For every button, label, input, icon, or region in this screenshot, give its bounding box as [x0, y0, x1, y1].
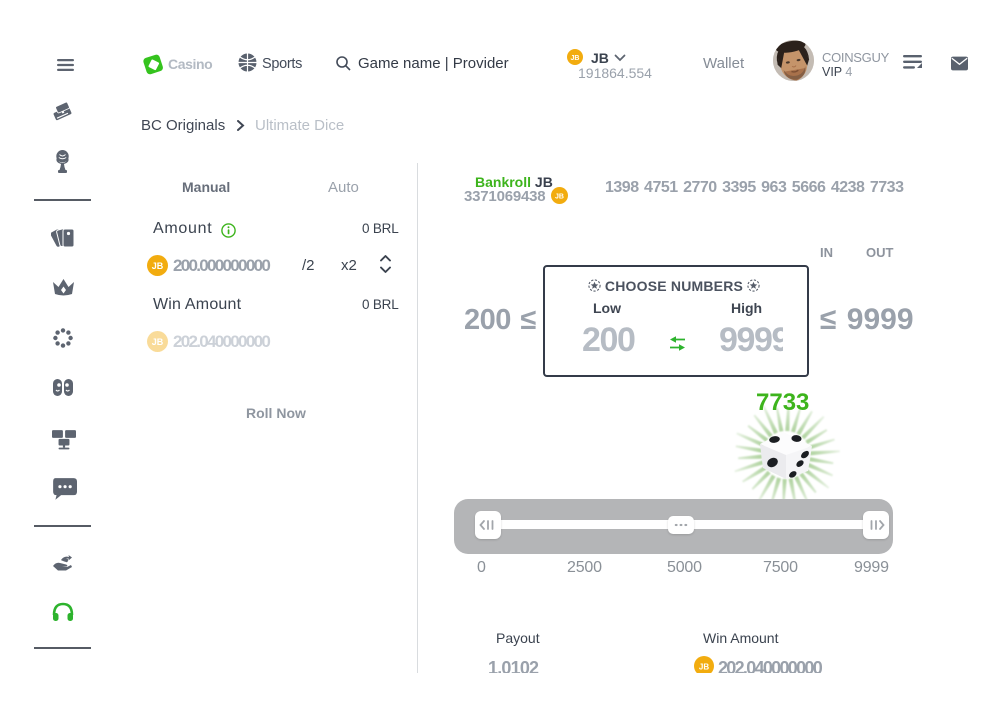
svg-text:JB: JB — [699, 663, 709, 672]
svg-text:JB: JB — [555, 194, 564, 201]
svg-text:JB: JB — [152, 261, 164, 271]
svg-text:JB: JB — [571, 55, 580, 62]
svg-text:JB: JB — [152, 337, 164, 347]
